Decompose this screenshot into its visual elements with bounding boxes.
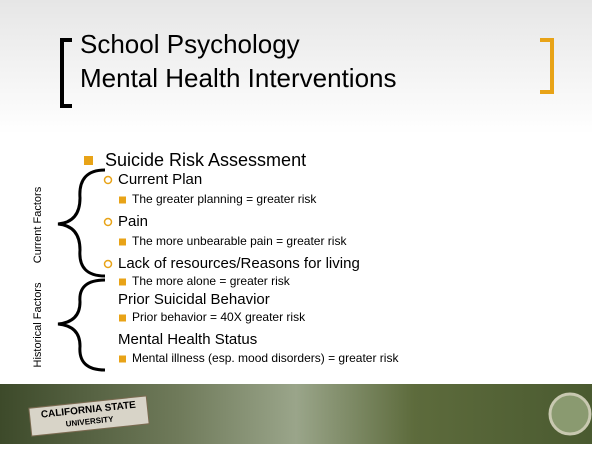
item-detail: Mental illness (esp. mood disorders) = g…	[132, 351, 399, 365]
brace	[57, 278, 106, 372]
sign	[28, 395, 150, 437]
detail-bullet	[119, 355, 126, 363]
title-bracket-left	[60, 38, 72, 108]
side-label: Historical Factors	[32, 282, 44, 367]
detail-bullet	[119, 314, 126, 322]
heading: Suicide Risk Assessment	[105, 150, 306, 170]
bullet	[84, 156, 93, 165]
item-detail: The more alone = greater risk	[132, 274, 291, 288]
sub-bullet	[103, 175, 113, 185]
title-line: Mental Health Interventions	[80, 63, 397, 93]
detail-bullet	[119, 196, 126, 204]
item-label: Mental Health Status	[118, 331, 257, 348]
item-detail: Prior behavior = 40X greater risk	[132, 310, 306, 324]
title-bracket-right	[540, 38, 554, 94]
list: Current Plan The greater planning = great…	[103, 171, 399, 365]
seal	[548, 392, 592, 436]
title-line: School Psychology	[80, 29, 300, 59]
detail-bullet	[119, 278, 126, 286]
item-label: Current Plan	[118, 171, 202, 188]
side-label: Current Factors	[32, 186, 44, 263]
sub-bullet	[103, 259, 113, 269]
item-label: Prior Suicidal Behavior	[118, 291, 270, 308]
item-detail: The more unbearable pain = greater risk	[132, 234, 347, 248]
item-label: Lack of resources/Reasons for living	[118, 255, 360, 272]
sub-bullet	[103, 217, 113, 227]
item-detail: The greater planning = greater risk	[132, 192, 317, 206]
background	[0, 0, 592, 384]
brace	[57, 168, 106, 278]
item-label: Pain	[118, 213, 148, 230]
detail-bullet	[119, 238, 126, 246]
